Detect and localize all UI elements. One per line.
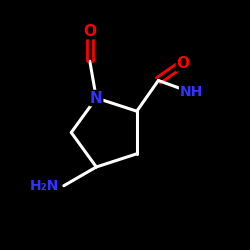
Text: NH: NH: [180, 86, 203, 100]
Text: O: O: [176, 56, 190, 71]
Text: O: O: [83, 24, 96, 38]
Text: H₂N: H₂N: [30, 179, 59, 193]
Text: N: N: [90, 90, 103, 106]
